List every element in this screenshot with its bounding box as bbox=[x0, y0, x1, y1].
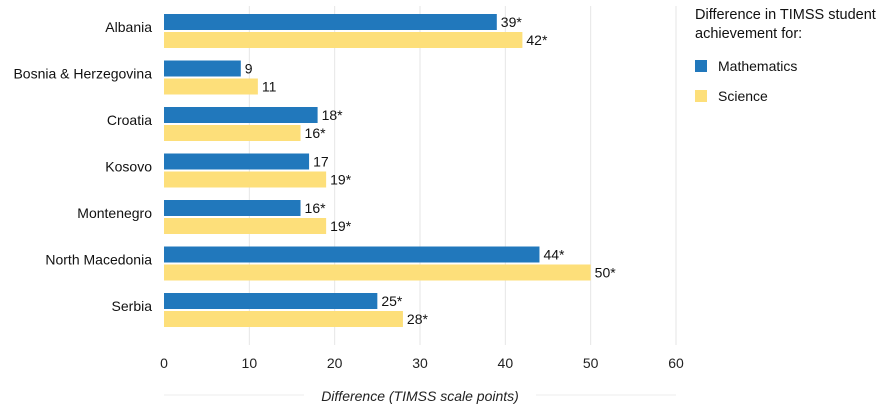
bar-mathematics bbox=[164, 153, 310, 170]
data-label: 44* bbox=[543, 247, 565, 263]
data-label: 11 bbox=[262, 79, 277, 95]
x-axis-title: Difference (TIMSS scale points) bbox=[321, 388, 519, 404]
bar-science bbox=[164, 125, 301, 141]
bar-mathematics bbox=[164, 14, 497, 30]
data-label: 19* bbox=[330, 172, 352, 188]
data-label: 42* bbox=[526, 32, 548, 48]
data-label: 16* bbox=[305, 200, 327, 216]
bar-mathematics bbox=[164, 107, 318, 123]
legend-title: Difference in TIMSS student achievement … bbox=[695, 7, 876, 42]
x-axis-title-bg bbox=[304, 384, 536, 406]
data-label: 9 bbox=[245, 61, 253, 77]
category-label: Kosovo bbox=[105, 159, 152, 175]
bar-science bbox=[164, 311, 403, 327]
bar-mathematics bbox=[164, 246, 540, 263]
bar-mathematics bbox=[164, 293, 378, 309]
data-label: 19* bbox=[330, 218, 352, 234]
data-label: 50* bbox=[595, 265, 617, 281]
bar-science bbox=[164, 171, 327, 188]
data-label: 17 bbox=[313, 154, 329, 170]
x-tick-label: 20 bbox=[327, 355, 343, 371]
data-label: 39* bbox=[501, 14, 523, 30]
legend-label-science: Science bbox=[718, 88, 768, 104]
data-label: 28* bbox=[407, 311, 429, 327]
data-label: 25* bbox=[381, 293, 403, 309]
bar-mathematics bbox=[164, 60, 241, 77]
bar-science bbox=[164, 264, 591, 281]
legend-label-mathematics: Mathematics bbox=[718, 58, 798, 74]
legend-item-mathematics: Mathematics bbox=[695, 58, 882, 74]
legend-swatch-science bbox=[695, 90, 707, 102]
x-tick-label: 40 bbox=[498, 355, 514, 371]
bar-science bbox=[164, 218, 327, 234]
category-label: Bosnia & Herzegovina bbox=[13, 66, 152, 82]
category-labels: Albania Bosnia & Herzegovina Croatia Kosovo… bbox=[13, 19, 152, 314]
bar-science bbox=[164, 78, 258, 95]
data-label: 18* bbox=[322, 107, 344, 123]
data-label: 16* bbox=[305, 125, 327, 141]
bar-mathematics bbox=[164, 200, 301, 216]
category-label: Montenegro bbox=[77, 205, 152, 221]
category-label: North Macedonia bbox=[45, 252, 152, 268]
x-tick-label: 0 bbox=[160, 355, 168, 371]
legend: Difference in TIMSS student achievement … bbox=[695, 6, 882, 104]
gridlines bbox=[248, 6, 677, 345]
legend-swatch-mathematics bbox=[695, 60, 707, 72]
x-tick-label: 10 bbox=[242, 355, 258, 371]
x-tick-label: 50 bbox=[583, 355, 599, 371]
x-tick-label: 60 bbox=[668, 355, 684, 371]
category-label: Croatia bbox=[107, 112, 152, 128]
legend-item-science: Science bbox=[695, 88, 882, 104]
bars bbox=[164, 14, 591, 327]
bar-science bbox=[164, 32, 523, 48]
category-label: Serbia bbox=[112, 298, 153, 314]
x-tick-label: 30 bbox=[412, 355, 428, 371]
category-label: Albania bbox=[105, 19, 152, 35]
x-tick-labels: 0 10 20 30 40 50 60 bbox=[160, 355, 684, 371]
